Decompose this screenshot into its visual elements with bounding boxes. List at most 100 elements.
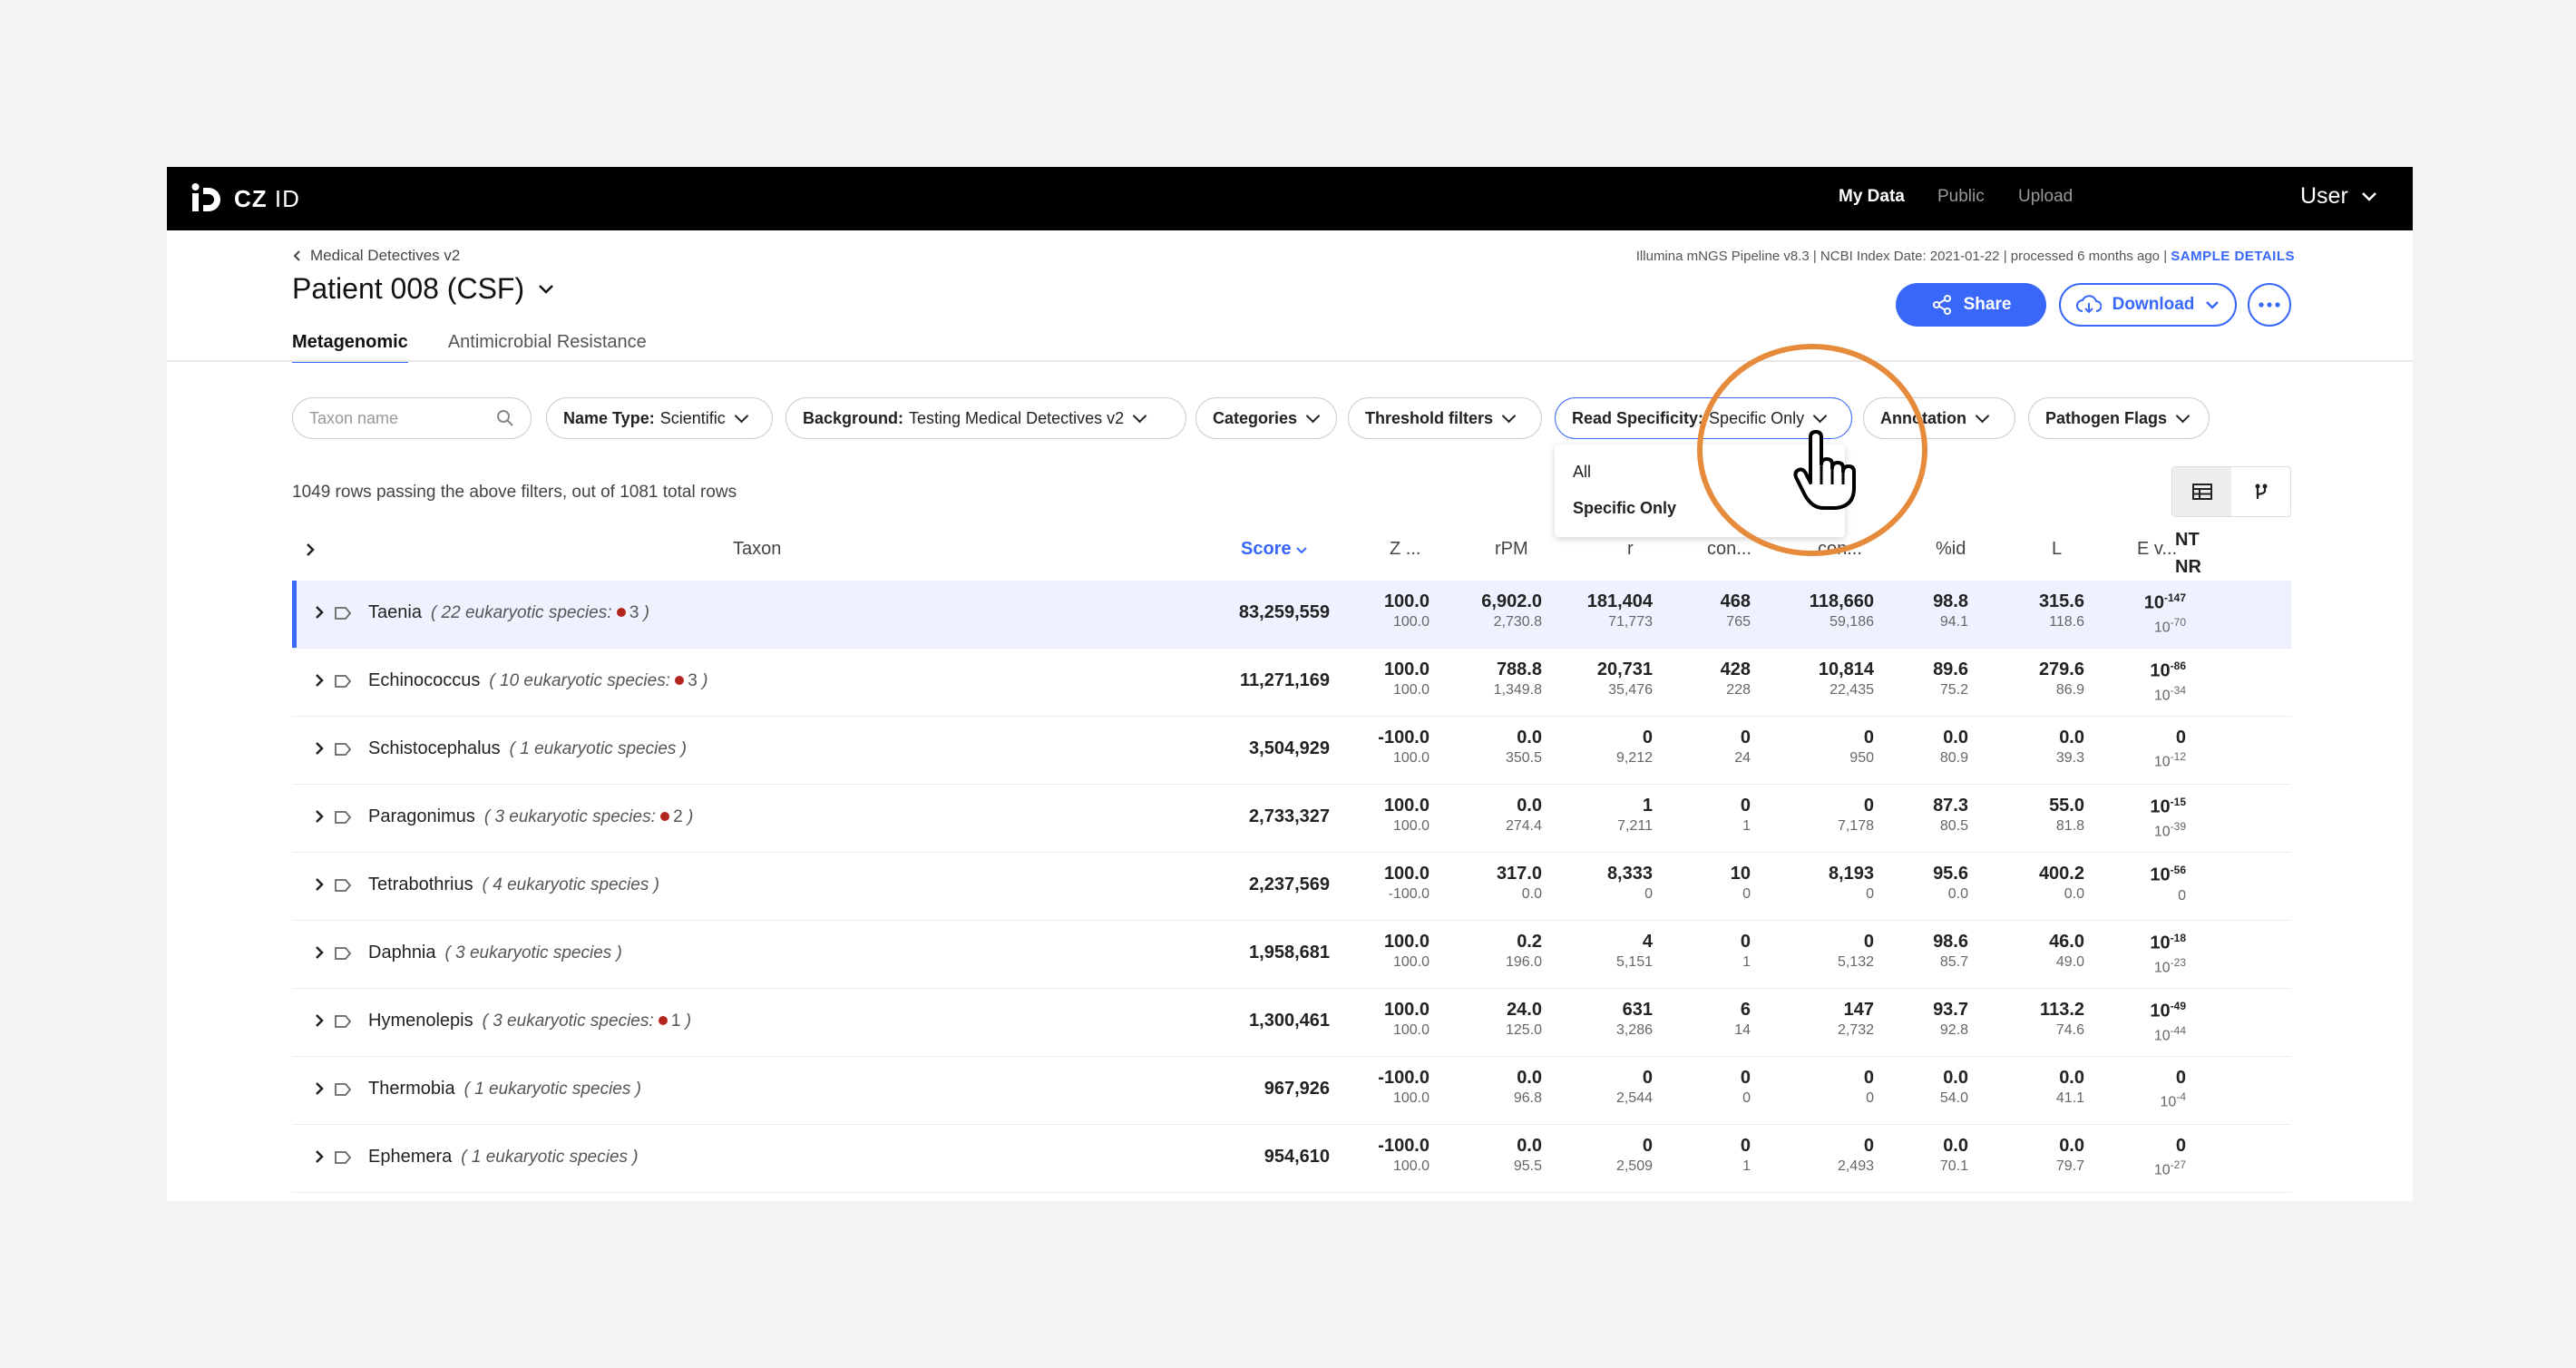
- sample-title[interactable]: Patient 008 (CSF): [292, 272, 555, 306]
- table-row[interactable]: Tetrabothrius ( 4 eukaryotic species ) 2,2…: [292, 853, 2291, 921]
- table-row[interactable]: Paragonimus ( 3 eukaryotic species: 2 ) 2,…: [292, 785, 2291, 853]
- table-view-button[interactable]: [2172, 467, 2231, 516]
- user-label: User: [2300, 183, 2348, 209]
- nr-value: 0: [1866, 886, 1874, 902]
- expand-row-icon[interactable]: [314, 1148, 325, 1165]
- tag-icon[interactable]: [334, 878, 352, 893]
- expand-row-icon[interactable]: [314, 808, 325, 825]
- nav-public[interactable]: Public: [1937, 187, 1985, 206]
- threshold-filter[interactable]: Threshold filters: [1348, 397, 1542, 439]
- column-z[interactable]: Z ...: [1390, 539, 1421, 559]
- table-row[interactable]: Hymenolepis ( 3 eukaryotic species: 1 ) 1,…: [292, 989, 2291, 1057]
- nr-value: 49.0: [2055, 954, 2084, 970]
- nt-value: 0: [1863, 728, 1874, 748]
- species-count-text: ( 22 eukaryotic species:: [430, 602, 612, 622]
- z-score-cell: 100.0 100.0: [1384, 660, 1429, 699]
- annotation-filter[interactable]: Annotation: [1863, 397, 2015, 439]
- nt-value: 0.0: [1943, 1136, 1968, 1156]
- table-row[interactable]: Taenia ( 22 eukaryotic species: 3 ) 83,259…: [292, 581, 2291, 649]
- nav-my-data[interactable]: My Data: [1839, 187, 1905, 206]
- nt-value: 0.0: [1517, 1068, 1542, 1088]
- table-row[interactable]: Daphnia ( 3 eukaryotic species ) 1,958,681…: [292, 921, 2291, 989]
- column-contig[interactable]: con...: [1707, 539, 1751, 559]
- tag-icon[interactable]: [334, 946, 352, 961]
- nr-value: 1: [1742, 1158, 1751, 1174]
- tag-icon[interactable]: [334, 1150, 352, 1165]
- table-row[interactable]: Ephemera ( 1 eukaryotic species ) 954,610 -…: [292, 1125, 2291, 1193]
- expand-all-icon[interactable]: [305, 542, 316, 557]
- user-menu[interactable]: User: [2300, 183, 2377, 210]
- percent-id-cell: 87.3 80.5: [1933, 796, 1968, 835]
- taxon-name[interactable]: Tetrabothrius: [368, 875, 473, 894]
- tag-icon[interactable]: [334, 1082, 352, 1097]
- column-l[interactable]: L: [2052, 539, 2063, 559]
- nt-value: 788.8: [1496, 660, 1542, 679]
- categories-filter[interactable]: Categories: [1195, 397, 1337, 439]
- tag-icon[interactable]: [334, 1014, 352, 1029]
- taxon-name[interactable]: Taenia: [368, 602, 422, 622]
- column-evalue[interactable]: E v...: [2137, 539, 2178, 559]
- pathogen-flags-filter[interactable]: Pathogen Flags: [2028, 397, 2210, 439]
- column-percent-id[interactable]: %id: [1936, 539, 1966, 559]
- column-r[interactable]: r: [1627, 539, 1634, 559]
- share-button[interactable]: Share: [1896, 283, 2046, 327]
- percent-id-cell: 89.6 75.2: [1933, 660, 1968, 699]
- table-row[interactable]: Echinococcus ( 10 eukaryotic species: 3 )…: [292, 649, 2291, 717]
- sample-details-link[interactable]: SAMPLE DETAILS: [2171, 249, 2295, 264]
- download-button[interactable]: Download: [2059, 283, 2237, 327]
- tag-icon[interactable]: [334, 810, 352, 825]
- nr-evalue: 10-27: [2153, 1158, 2186, 1178]
- expand-row-icon[interactable]: [314, 672, 325, 689]
- tab-metagenomic[interactable]: Metagenomic: [292, 332, 408, 363]
- czid-logo[interactable]: CZ ID: [189, 180, 300, 218]
- column-rpm[interactable]: rPM: [1495, 539, 1528, 559]
- nr-value: 79.7: [2055, 1158, 2084, 1174]
- table-row[interactable]: Schistocephalus ( 1 eukaryotic species ) 3…: [292, 717, 2291, 785]
- column-score[interactable]: Score: [1241, 539, 1307, 560]
- taxon-name[interactable]: Ephemera: [368, 1147, 453, 1167]
- tag-icon[interactable]: [334, 742, 352, 757]
- tag-icon[interactable]: [334, 674, 352, 689]
- nr-value: 950: [1849, 750, 1874, 766]
- contig-reads-cell: 147 2,732: [1838, 1000, 1874, 1039]
- taxon-name[interactable]: Hymenolepis: [368, 1011, 473, 1031]
- expand-row-icon[interactable]: [314, 1080, 325, 1097]
- expand-row-icon[interactable]: [314, 740, 325, 757]
- nt-nr-toggle[interactable]: NT NR: [2175, 526, 2201, 581]
- nt-value: 181,404: [1586, 591, 1653, 611]
- czid-logo-icon: [191, 183, 220, 211]
- expand-row-icon[interactable]: [314, 876, 325, 893]
- chevron-down-icon: [2175, 408, 2191, 423]
- option-all[interactable]: All: [1573, 463, 1592, 481]
- nr-value: 100.0: [1392, 1158, 1429, 1174]
- column-taxon[interactable]: Taxon: [733, 539, 782, 559]
- nt-value: 317.0: [1496, 864, 1542, 884]
- expand-row-icon[interactable]: [314, 1012, 325, 1029]
- nt-value: 0.0: [2059, 1136, 2084, 1156]
- species-count-close: ): [688, 806, 694, 826]
- rpm-cell: 6,902.0 2,730.8: [1481, 591, 1542, 630]
- taxon-name-cell: Echinococcus ( 10 eukaryotic species: 3 ): [334, 670, 707, 691]
- breadcrumb[interactable]: Medical Detectives v2: [292, 247, 460, 265]
- tab-antimicrobial-resistance[interactable]: Antimicrobial Resistance: [447, 332, 647, 352]
- expand-row-icon[interactable]: [314, 944, 325, 961]
- taxon-search-input[interactable]: Taxon name: [292, 397, 532, 439]
- taxon-name[interactable]: Schistocephalus: [368, 738, 501, 758]
- tag-icon[interactable]: [334, 606, 352, 620]
- tree-view-button[interactable]: [2231, 467, 2290, 516]
- view-toggle: [2171, 466, 2291, 517]
- r-cell: 4 5,151: [1616, 932, 1653, 971]
- nav-upload[interactable]: Upload: [2018, 187, 2073, 206]
- more-options-button[interactable]: [2248, 283, 2291, 327]
- name-type-filter[interactable]: Name Type: Scientific: [546, 397, 773, 439]
- expand-row-icon[interactable]: [314, 604, 325, 620]
- taxon-species-count: ( 1 eukaryotic species ): [461, 1148, 638, 1168]
- nr-value: 0: [1644, 886, 1653, 902]
- background-filter[interactable]: Background: Testing Medical Detectives v…: [785, 397, 1186, 439]
- taxon-name[interactable]: Daphnia: [368, 943, 436, 962]
- option-specific-only[interactable]: Specific Only: [1573, 499, 1677, 517]
- table-row[interactable]: Thermobia ( 1 eukaryotic species ) 967,926…: [292, 1057, 2291, 1125]
- taxon-name[interactable]: Echinococcus: [368, 670, 481, 690]
- taxon-name[interactable]: Thermobia: [368, 1079, 455, 1099]
- taxon-name[interactable]: Paragonimus: [368, 806, 475, 826]
